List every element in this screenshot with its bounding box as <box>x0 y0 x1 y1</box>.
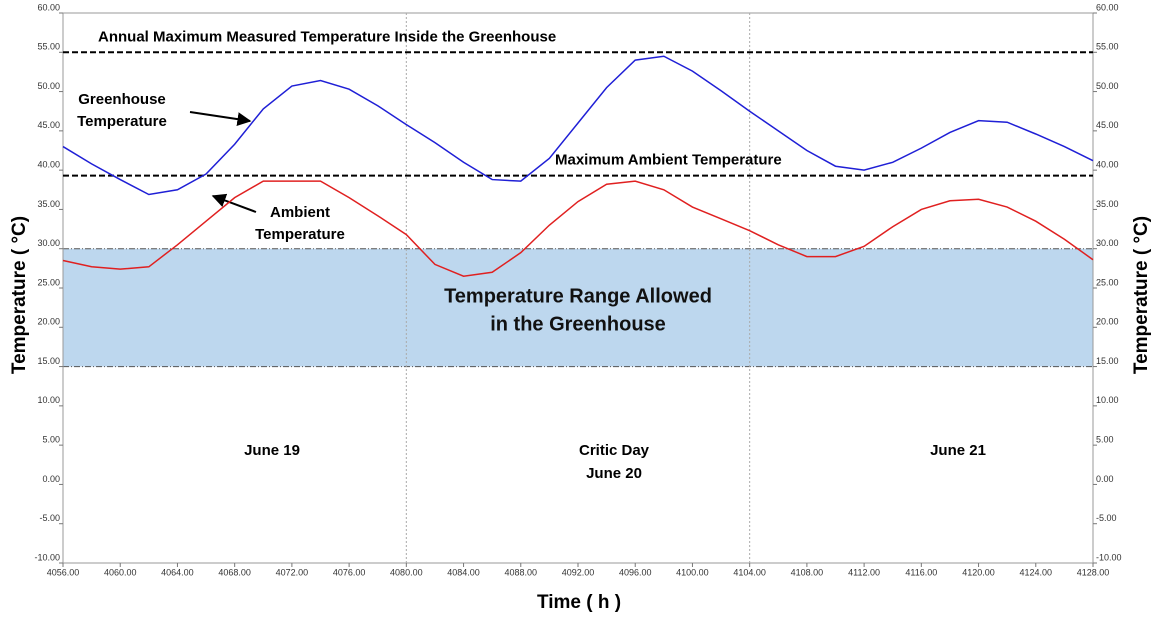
y-tick-label: 0.00 <box>42 474 60 484</box>
y2-tick-label: 35.00 <box>1096 199 1119 209</box>
annotation-line: Temperature <box>77 113 167 130</box>
y-tick-label: 35.00 <box>37 199 60 209</box>
y2-tick-label: 60.00 <box>1096 2 1119 12</box>
y2-tick-label: -10.00 <box>1096 552 1122 562</box>
x-tick-label: 4112.00 <box>848 567 880 577</box>
y2-tick-label: 45.00 <box>1096 120 1119 130</box>
arrow <box>189 111 252 127</box>
y2-axis-label: Temperature ( °C) <box>1131 216 1152 374</box>
y-tick-label: 45.00 <box>37 120 60 130</box>
x-tick-label: 4068.00 <box>218 567 251 577</box>
y2-tick-label: 30.00 <box>1096 238 1119 248</box>
annotation-line: Greenhouse <box>78 91 166 108</box>
y-tick-label: -10.00 <box>34 552 60 562</box>
x-tick-label: 4104.00 <box>733 567 766 577</box>
x-tick-label: 4116.00 <box>905 567 937 577</box>
x-tick-label: 4076.00 <box>333 567 366 577</box>
band-label: in the Greenhouse <box>490 313 666 335</box>
series-annotation: Greenhouse Temperature <box>77 91 167 130</box>
y2-tick-label: 25.00 <box>1096 277 1119 287</box>
x-tick-label: 4108.00 <box>791 567 824 577</box>
y2-tick-label: -5.00 <box>1096 513 1117 523</box>
y-tick-label: 55.00 <box>37 42 60 52</box>
day-label: June 21 <box>930 442 986 459</box>
y-tick-label: 5.00 <box>42 435 60 445</box>
x-tick-label: 4120.00 <box>962 567 995 577</box>
y-tick-label: 25.00 <box>37 277 60 287</box>
y-tick-label: 20.00 <box>37 317 60 327</box>
series-annotation: Ambient Temperature <box>255 204 345 243</box>
x-tick-label: 4084.00 <box>447 567 480 577</box>
x-axis-label: Time ( h ) <box>537 592 621 613</box>
arrow <box>211 193 257 213</box>
allowed-band <box>63 248 1093 367</box>
y2-tick-label: 55.00 <box>1096 42 1119 52</box>
x-tick-label: 4124.00 <box>1020 567 1053 577</box>
x-tick-label: 4088.00 <box>505 567 538 577</box>
annotation-line: Temperature <box>255 226 345 243</box>
band-label: Temperature Range Allowed <box>444 285 712 307</box>
y-tick-label: 50.00 <box>37 81 60 91</box>
x-tick-label: 4092.00 <box>562 567 595 577</box>
y-tick-label: 40.00 <box>37 160 60 170</box>
y-axis-label: Temperature ( °C) <box>9 216 30 374</box>
y2-tick-label: 40.00 <box>1096 160 1119 170</box>
day-label: Critic Day <box>579 442 650 459</box>
y2-tick-label: 15.00 <box>1096 356 1119 366</box>
y-tick-label: 15.00 <box>37 356 60 366</box>
y2-tick-label: 10.00 <box>1096 395 1119 405</box>
x-tick-label: 4072.00 <box>276 567 309 577</box>
x-tick-label: 4060.00 <box>104 567 137 577</box>
reference-label: Annual Maximum Measured Temperature Insi… <box>98 28 556 45</box>
day-label: June 20 <box>586 465 642 482</box>
x-tick-label: 4056.00 <box>47 567 80 577</box>
y-tick-label: -5.00 <box>39 513 60 523</box>
x-tick-label: 4100.00 <box>676 567 709 577</box>
y2-tick-label: 20.00 <box>1096 317 1119 327</box>
x-tick-label: 4128.00 <box>1077 567 1110 577</box>
x-tick-label: 4064.00 <box>161 567 194 577</box>
reference-label: Maximum Ambient Temperature <box>555 152 782 169</box>
y-tick-label: 60.00 <box>37 2 60 12</box>
x-tick-label: 4080.00 <box>390 567 423 577</box>
annotation-line: Ambient <box>270 204 330 221</box>
series-line <box>62 55 1094 196</box>
y2-tick-label: 50.00 <box>1096 81 1119 91</box>
y2-tick-label: 0.00 <box>1096 474 1114 484</box>
x-tick-label: 4096.00 <box>619 567 652 577</box>
y2-tick-label: 5.00 <box>1096 435 1114 445</box>
y-tick-label: 30.00 <box>37 238 60 248</box>
series-line <box>62 180 1094 277</box>
day-label: June 19 <box>244 442 300 459</box>
y-tick-label: 10.00 <box>37 395 60 405</box>
